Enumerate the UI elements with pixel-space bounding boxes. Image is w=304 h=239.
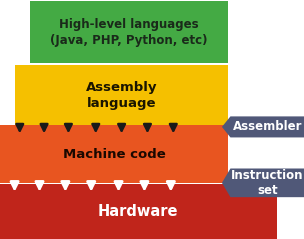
Text: Machine code: Machine code	[63, 148, 165, 161]
Polygon shape	[222, 116, 304, 137]
Text: Hardware: Hardware	[98, 204, 178, 219]
Bar	[30, 1, 228, 63]
Text: High-level languages
(Java, PHP, Python, etc): High-level languages (Java, PHP, Python,…	[50, 18, 208, 47]
Bar	[15, 65, 228, 125]
Text: Assembler: Assembler	[233, 120, 302, 133]
Bar	[0, 125, 228, 183]
Text: Assembly
language: Assembly language	[86, 81, 157, 109]
Text: Instruction
set: Instruction set	[231, 168, 303, 197]
Bar	[0, 184, 277, 239]
Polygon shape	[222, 168, 304, 197]
